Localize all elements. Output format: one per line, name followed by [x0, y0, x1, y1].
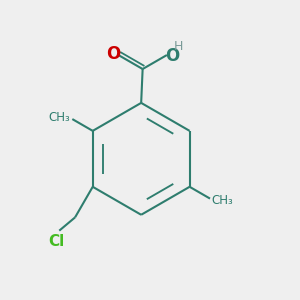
Text: CH₃: CH₃	[49, 111, 70, 124]
Text: O: O	[106, 45, 120, 63]
Text: Cl: Cl	[48, 234, 64, 249]
Text: CH₃: CH₃	[212, 194, 233, 207]
Text: H: H	[173, 40, 183, 53]
Text: O: O	[165, 47, 179, 65]
